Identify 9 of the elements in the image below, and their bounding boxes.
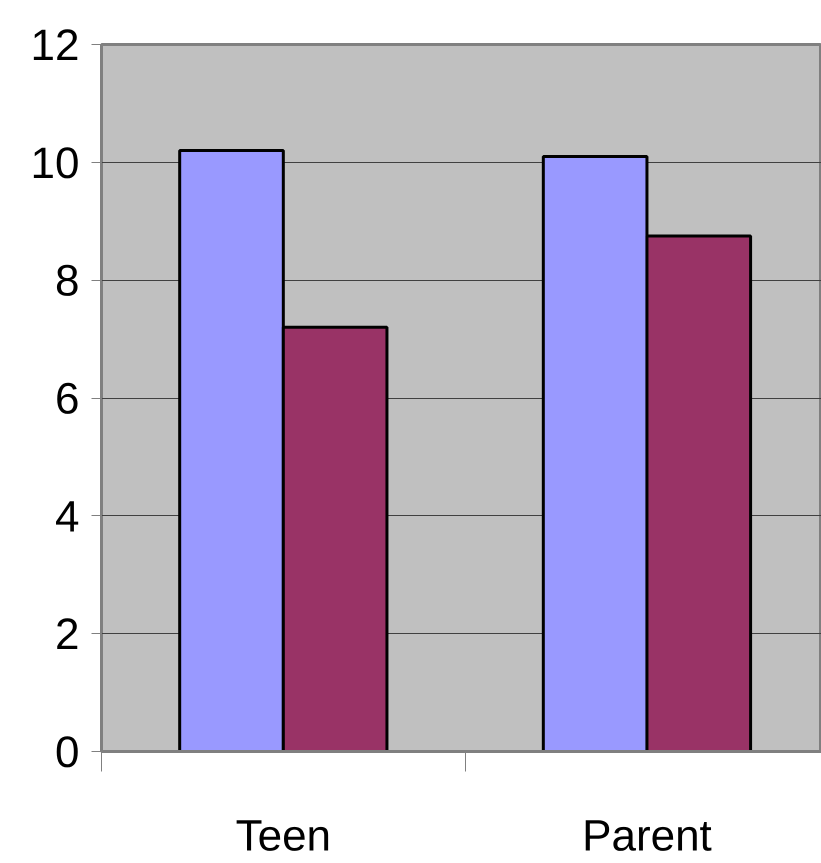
y-tick-label: 4: [55, 492, 80, 542]
y-tick-label: 12: [30, 21, 80, 70]
y-tick-label: 2: [55, 610, 80, 660]
x-tick-label: Teen: [236, 812, 332, 860]
y-tick-label: 6: [55, 374, 80, 424]
x-tick-label: Parent: [582, 812, 712, 860]
y-tick-label: 10: [30, 138, 80, 188]
y-tick-label: 0: [55, 728, 80, 777]
y-tick-label: 8: [55, 256, 80, 306]
